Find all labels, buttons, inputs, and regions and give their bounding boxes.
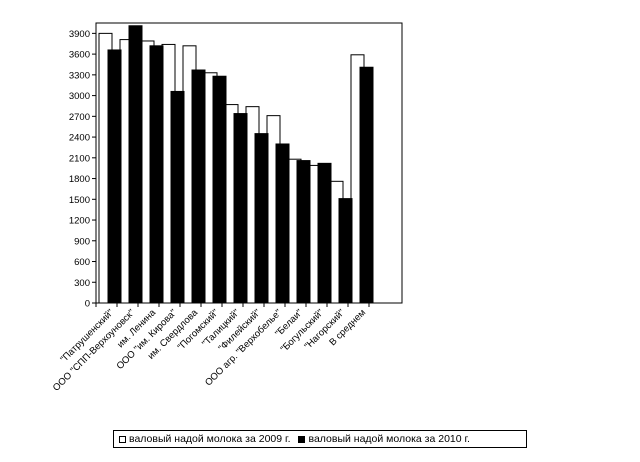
y-axis-ticks: 0 300 600 900 1200 1500 1800 2100 2400 2700 3000 33… xyxy=(69,29,370,310)
legend-item-2009: валовый надой молока за 2009 г. xyxy=(119,433,290,445)
bar-s2-5 xyxy=(212,75,227,304)
axes-layer xyxy=(95,22,403,304)
y-tick-label-12: 3600 xyxy=(69,50,90,61)
bar-s2-10 xyxy=(317,162,332,304)
legend: валовый надой молока за 2009 г. валовый … xyxy=(113,430,527,448)
bar-s2-7 xyxy=(254,133,269,304)
legend-label-2009: валовый надой молока за 2009 г. xyxy=(129,433,291,445)
bar-s2-6 xyxy=(233,113,248,304)
y-tick-label-6: 1800 xyxy=(69,174,90,185)
bar-s2-4 xyxy=(191,69,206,304)
bar-s2-9 xyxy=(296,160,311,304)
bar-s2-12 xyxy=(359,66,374,304)
bars-layer xyxy=(98,25,374,304)
bar-s2-0 xyxy=(107,49,122,304)
plot-area-border xyxy=(95,22,403,304)
y-tick-label-0: 0 xyxy=(85,299,90,310)
bar-s2-8 xyxy=(275,143,290,304)
y-tick-label-11: 3300 xyxy=(69,70,90,81)
y-tick-label-8: 2400 xyxy=(69,133,90,144)
y-tick-label-3: 900 xyxy=(74,236,90,247)
bar-s2-11 xyxy=(338,198,353,304)
legend-swatch-2010 xyxy=(298,435,306,443)
bar-s2-2 xyxy=(149,45,164,304)
x-category-label-1: ООО "СПП-Верхоуновск" xyxy=(51,307,137,393)
x-axis-labels: "Патрушенский"ООО "СПП-Верхоуновск"им. Л… xyxy=(51,307,368,394)
legend-swatch-2009 xyxy=(119,435,126,443)
y-tick-label-9: 2700 xyxy=(69,112,90,123)
y-tick-label-13: 3900 xyxy=(69,29,90,40)
bar-s2-3 xyxy=(170,90,185,304)
bar-s2-1 xyxy=(128,25,143,304)
y-tick-label-5: 1500 xyxy=(69,195,90,206)
y-tick-label-1: 300 xyxy=(74,278,90,289)
y-tick-label-4: 1200 xyxy=(69,216,90,227)
legend-label-2010: валовый надой молока за 2010 г. xyxy=(308,433,470,445)
y-tick-label-2: 600 xyxy=(74,257,90,268)
y-tick-label-10: 3000 xyxy=(69,91,90,102)
legend-item-2010: валовый надой молока за 2010 г. xyxy=(298,433,470,445)
y-tick-label-7: 2100 xyxy=(69,153,90,164)
